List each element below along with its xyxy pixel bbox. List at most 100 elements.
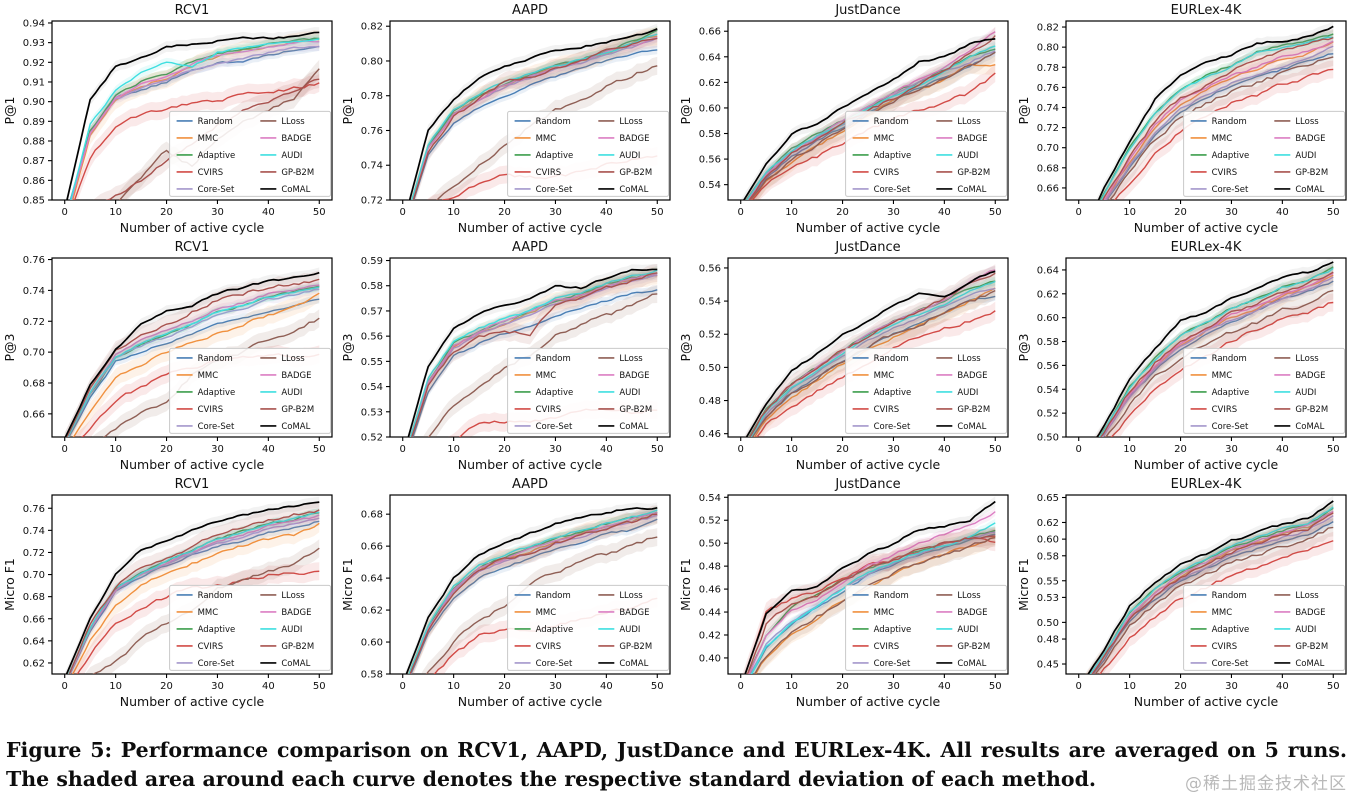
line-badge (1090, 510, 1334, 674)
svg-text:0.62: 0.62 (1037, 518, 1059, 529)
svg-text:30: 30 (549, 207, 562, 218)
legend-label-comal: CoMAL (619, 659, 648, 669)
band-comal (404, 502, 658, 674)
svg-text:0.68: 0.68 (361, 510, 383, 521)
legend-label-cvirs: CVIRS (536, 168, 562, 178)
svg-text:0.56: 0.56 (699, 263, 721, 274)
svg-text:0: 0 (400, 444, 406, 455)
chart-cell-justdance-micro-f1: 0.40 0.42 0.44 0.46 0.48 0.50 0.52 0.54 0 10 20 30 4… (678, 475, 1016, 712)
legend-label-lloss: LLoss (1295, 591, 1319, 601)
legend-label-adaptive: Adaptive (536, 151, 574, 161)
legend: Random MMC Adaptive CVIRS Core-Set LLoss BADGE… (507, 110, 670, 197)
svg-text:10: 10 (785, 444, 798, 455)
svg-text:0.58: 0.58 (361, 670, 383, 681)
svg-text:P@3: P@3 (678, 334, 693, 362)
svg-text:20: 20 (498, 681, 511, 692)
svg-text:0.64: 0.64 (1037, 265, 1059, 276)
legend-label-cvirs: CVIRS (536, 405, 562, 415)
svg-text:0.50: 0.50 (699, 539, 721, 550)
legend-label-random: Random (198, 354, 233, 364)
svg-text:JustDance: JustDance (834, 3, 900, 18)
legend-label-adaptive: Adaptive (874, 388, 912, 398)
legend-label-gp-b2m: GP-B2M (1295, 642, 1328, 652)
legend-label-mmc: MMC (874, 371, 895, 381)
line-audi (750, 522, 996, 674)
legend-label-cvirs: CVIRS (1212, 405, 1238, 415)
legend-label-core-set: Core-Set (536, 422, 573, 432)
legend-label-audi: AUDI (957, 625, 978, 635)
svg-text:0.68: 0.68 (23, 592, 45, 603)
svg-text:20: 20 (1174, 207, 1187, 218)
legend-label-adaptive: Adaptive (536, 625, 574, 635)
svg-text:30: 30 (887, 444, 900, 455)
chart-cell-justdance-p-1: 0.54 0.56 0.58 0.60 0.62 0.64 0.66 0 10 20 30 40 50 J… (678, 1, 1016, 238)
legend-label-mmc: MMC (1212, 371, 1233, 381)
svg-text:0.52: 0.52 (361, 433, 383, 444)
svg-text:20: 20 (498, 444, 511, 455)
legend-label-random: Random (536, 591, 571, 601)
band-lloss (420, 528, 658, 674)
legend-label-core-set: Core-Set (1212, 185, 1249, 195)
band-lloss (1088, 518, 1334, 674)
band-random (1089, 517, 1334, 674)
legend-label-gp-b2m: GP-B2M (281, 642, 314, 652)
svg-text:0.87: 0.87 (23, 156, 45, 167)
line-mmc (72, 522, 320, 674)
legend-label-adaptive: Adaptive (198, 625, 236, 635)
svg-text:0.54: 0.54 (699, 493, 721, 504)
band-lloss (422, 285, 658, 437)
band-audi (748, 277, 996, 437)
figure-caption: Figure 5: Performance comparison on RCV1… (6, 738, 1347, 792)
svg-text:0: 0 (400, 207, 406, 218)
legend-label-mmc: MMC (874, 608, 895, 618)
band-mmc (67, 284, 320, 437)
legend-label-audi: AUDI (281, 151, 302, 161)
watermark: @稀土掘金技术社区 (1185, 774, 1347, 794)
svg-text:P@1: P@1 (678, 97, 693, 125)
svg-text:40: 40 (1276, 207, 1289, 218)
legend: Random MMC Adaptive CVIRS Core-Set LLoss BADGE… (169, 584, 332, 671)
svg-text:Micro F1: Micro F1 (678, 558, 693, 611)
svg-text:0.70: 0.70 (23, 348, 45, 359)
svg-text:0.68: 0.68 (1037, 163, 1059, 174)
svg-text:Number of active cycle: Number of active cycle (458, 457, 603, 472)
line-core-set (1105, 45, 1334, 200)
band-adaptive (1087, 504, 1334, 674)
svg-text:40: 40 (1276, 681, 1289, 692)
svg-text:0.74: 0.74 (361, 161, 383, 172)
svg-text:Number of active cycle: Number of active cycle (120, 220, 265, 235)
svg-text:0.78: 0.78 (1037, 63, 1059, 74)
svg-text:0: 0 (62, 681, 68, 692)
svg-text:10: 10 (447, 681, 460, 692)
line-random (412, 289, 658, 437)
svg-text:10: 10 (785, 681, 798, 692)
line-gp-b2m (411, 272, 658, 437)
legend-label-adaptive: Adaptive (1212, 151, 1250, 161)
svg-text:0.68: 0.68 (23, 378, 45, 389)
legend-label-cvirs: CVIRS (874, 642, 900, 652)
legend-label-badge: BADGE (957, 371, 987, 381)
line-audi (408, 509, 658, 674)
legend-label-badge: BADGE (619, 608, 649, 618)
svg-text:0.91: 0.91 (23, 77, 45, 88)
legend-label-badge: BADGE (619, 371, 649, 381)
svg-text:0.54: 0.54 (699, 180, 721, 191)
chart-eurlex-4k-micro-f1: 0.45 0.48 0.50 0.53 0.55 0.58 0.60 0.62 0.65 0 10 2… (1016, 477, 1347, 709)
svg-text:10: 10 (447, 207, 460, 218)
band-cvirs (742, 528, 996, 674)
line-badge (1103, 40, 1334, 200)
svg-text:Number of active cycle: Number of active cycle (796, 457, 941, 472)
legend-label-audi: AUDI (619, 388, 640, 398)
svg-text:10: 10 (1123, 444, 1136, 455)
legend-label-random: Random (1212, 591, 1247, 601)
legend-label-lloss: LLoss (281, 117, 305, 127)
svg-text:30: 30 (211, 207, 224, 218)
svg-text:0.89: 0.89 (23, 117, 45, 128)
svg-text:30: 30 (549, 681, 562, 692)
legend-label-core-set: Core-Set (536, 185, 573, 195)
legend-label-comal: CoMAL (619, 185, 648, 195)
chart-justdance-p-1: 0.54 0.56 0.58 0.60 0.62 0.64 0.66 0 10 20 30 40 50 J… (678, 3, 1009, 235)
svg-text:10: 10 (109, 444, 122, 455)
line-core-set (749, 287, 996, 437)
band-adaptive (66, 508, 320, 674)
